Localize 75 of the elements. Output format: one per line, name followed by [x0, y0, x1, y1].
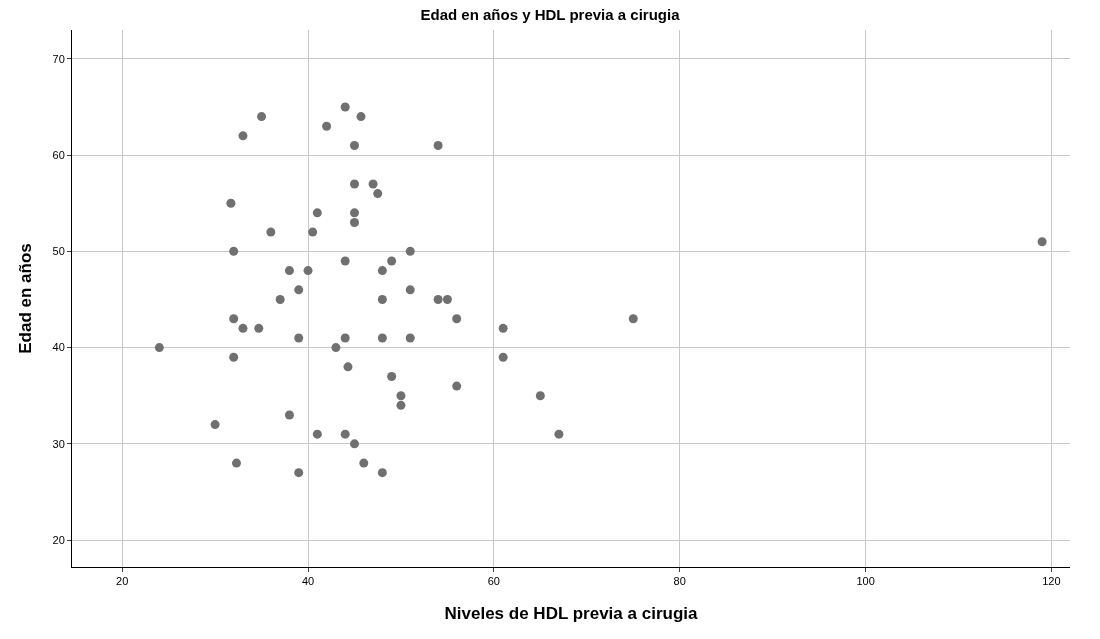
point — [238, 131, 248, 141]
point — [349, 140, 359, 150]
point — [452, 381, 462, 391]
x-tick-label: 40 — [301, 575, 315, 588]
point — [210, 420, 220, 430]
point — [554, 429, 564, 439]
point — [254, 323, 264, 333]
point — [229, 246, 239, 256]
point — [331, 343, 341, 353]
point — [294, 468, 304, 478]
point — [349, 179, 359, 189]
point — [312, 208, 322, 218]
point — [387, 371, 397, 381]
point — [340, 256, 350, 266]
y-tick-label: 20 — [52, 533, 65, 546]
point — [498, 323, 508, 333]
point — [452, 314, 462, 324]
point — [535, 391, 545, 401]
point — [387, 256, 397, 266]
x-tick-label: 60 — [487, 575, 500, 588]
point — [377, 333, 387, 343]
y-tick-label: 60 — [52, 148, 65, 161]
point — [405, 285, 415, 295]
point — [373, 189, 383, 199]
point — [275, 294, 285, 304]
x-tick-label: 100 — [856, 575, 875, 588]
point — [229, 352, 239, 362]
x-tick-label: 80 — [673, 575, 686, 588]
point — [284, 410, 294, 420]
point — [396, 391, 406, 401]
point — [349, 439, 359, 449]
point — [303, 266, 313, 276]
point — [377, 294, 387, 304]
point — [498, 352, 508, 362]
y-axis-title: Edad en años — [16, 243, 36, 354]
chart-title: Edad en años y HDL previa a cirugia — [420, 6, 681, 24]
point — [266, 227, 276, 237]
point — [368, 179, 378, 189]
point — [359, 458, 369, 468]
point — [349, 217, 359, 227]
point — [231, 458, 241, 468]
point — [442, 294, 452, 304]
x-tick-label: 120 — [1042, 575, 1061, 588]
point — [322, 121, 332, 131]
point — [356, 112, 366, 122]
y-tick-label: 70 — [52, 52, 65, 65]
point — [340, 429, 350, 439]
point — [312, 429, 322, 439]
point — [284, 266, 294, 276]
point — [433, 140, 443, 150]
point — [154, 343, 164, 353]
point — [405, 246, 415, 256]
point — [343, 362, 353, 372]
point — [294, 333, 304, 343]
point — [396, 400, 406, 410]
y-tick-label: 30 — [52, 437, 65, 450]
point — [308, 227, 318, 237]
point — [226, 198, 236, 208]
point — [628, 314, 638, 324]
x-axis-title: Niveles de HDL previa a cirugia — [444, 603, 698, 623]
y-tick-label: 40 — [52, 341, 65, 354]
point — [1037, 237, 1047, 247]
point — [229, 314, 239, 324]
point — [340, 102, 350, 112]
y-tick-label: 50 — [52, 245, 65, 258]
point — [377, 266, 387, 276]
x-tick-label: 20 — [116, 575, 129, 588]
point — [294, 285, 304, 295]
point — [405, 333, 415, 343]
point — [257, 112, 267, 122]
point — [238, 323, 248, 333]
point — [433, 294, 443, 304]
point — [340, 333, 350, 343]
point — [349, 208, 359, 218]
point — [377, 468, 387, 478]
